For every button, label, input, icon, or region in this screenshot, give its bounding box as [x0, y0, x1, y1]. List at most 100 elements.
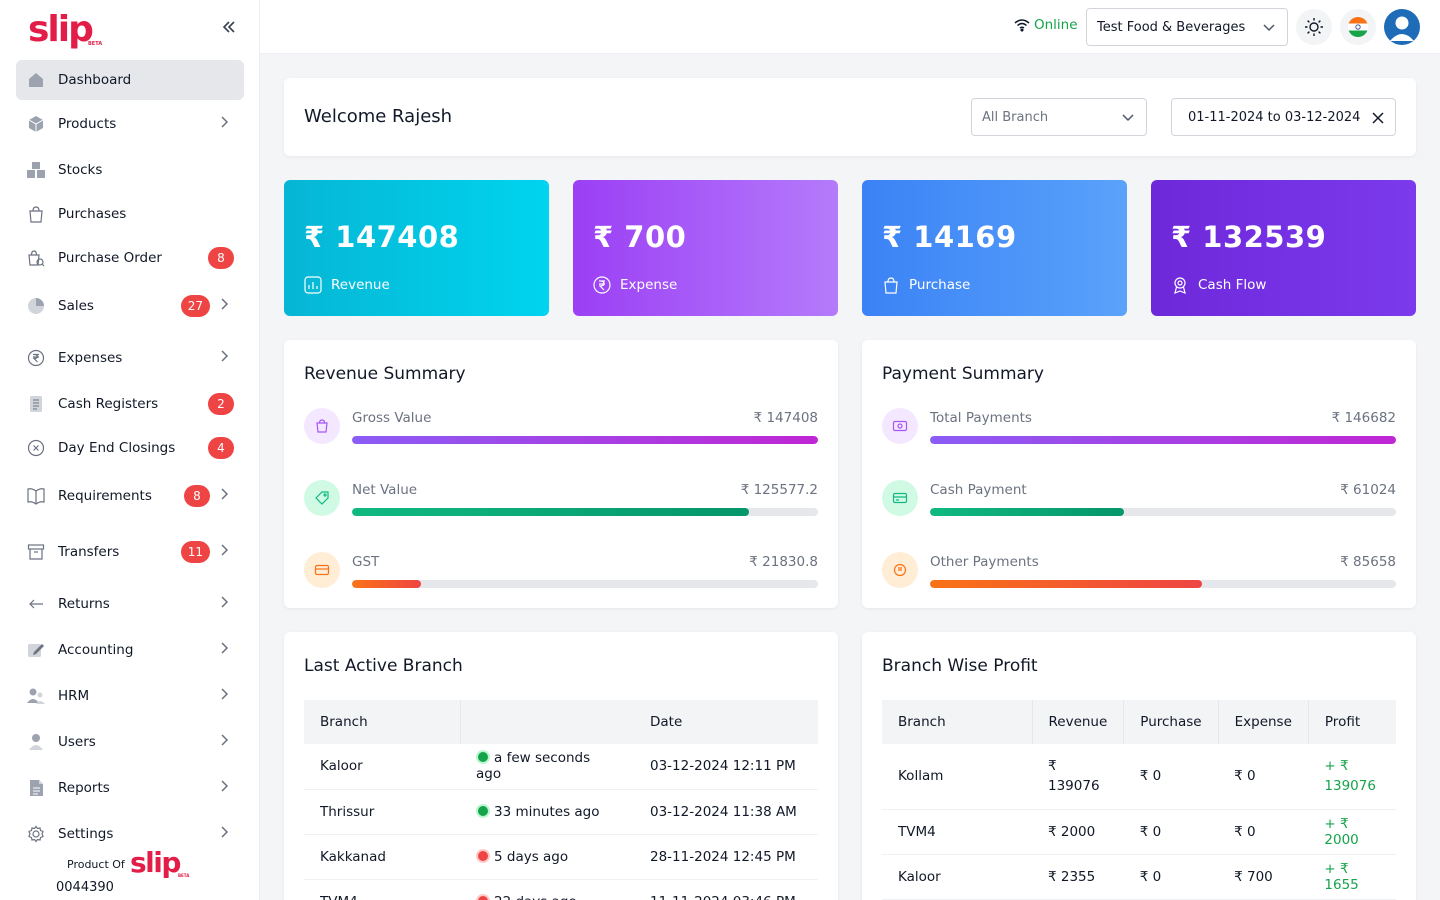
close-icon[interactable]: [1371, 110, 1385, 129]
stat-card-expense: ₹ 700 Expense: [573, 180, 838, 316]
metric-label: GST: [352, 554, 380, 570]
column-header[interactable]: Profit: [1308, 700, 1396, 744]
wifi-icon: [1014, 19, 1030, 32]
sidebar-item-label: Cash Registers: [58, 396, 159, 412]
column-header[interactable]: Date: [634, 700, 818, 744]
progress-bar: [930, 580, 1396, 588]
table-row[interactable]: Kakkanad 5 days ago 28-11-2024 12:45 PM: [304, 834, 818, 880]
status-dot-icon: [476, 893, 490, 900]
stat-value: ₹ 147408: [304, 220, 460, 254]
chevron-right-icon: [218, 349, 230, 367]
chevron-right-icon: [218, 297, 230, 315]
sidebar-item-products[interactable]: Products: [16, 104, 244, 144]
bag-icon: [884, 277, 898, 294]
branch-cell: Kaloor: [304, 744, 460, 790]
profit-cell: + ₹ 2000: [1308, 809, 1396, 855]
sidebar-item-stocks[interactable]: Stocks: [16, 150, 244, 190]
progress-bar: [930, 508, 1396, 516]
branch-select[interactable]: All Branch: [971, 98, 1147, 136]
connection-status: Online: [1014, 17, 1078, 33]
metric-value: ₹ 146682: [1331, 410, 1396, 426]
time-ago: 22 days ago: [494, 894, 577, 900]
sidebar-item-returns[interactable]: Returns: [16, 584, 244, 624]
footer-logo: slip: [130, 846, 181, 879]
date-range-picker[interactable]: 01-11-2024 to 03-12-2024: [1171, 98, 1396, 136]
collapse-sidebar-icon[interactable]: [218, 18, 240, 40]
return-arrow-icon: [26, 594, 46, 614]
date-cell: 11-11-2024 03:46 PM: [634, 879, 818, 900]
progress-bar: [352, 508, 818, 516]
sidebar-item-hrm[interactable]: HRM: [16, 676, 244, 716]
table-row[interactable]: TVM4 22 days ago 11-11-2024 03:46 PM: [304, 879, 818, 900]
progress-fill: [352, 436, 818, 444]
theme-toggle-button[interactable]: [1296, 9, 1332, 45]
chevron-right-icon: [218, 687, 230, 705]
language-button[interactable]: [1340, 9, 1376, 45]
user-avatar[interactable]: [1384, 9, 1420, 45]
sidebar-item-requirements[interactable]: Requirements 8: [16, 476, 244, 516]
stat-label: Expense: [620, 277, 678, 293]
logo-text: slip: [28, 9, 94, 50]
column-header[interactable]: Purchase: [1123, 700, 1219, 744]
status-dot-icon: [476, 848, 490, 863]
section-title: Branch Wise Profit: [882, 656, 1038, 676]
sidebar-item-expenses[interactable]: Expenses: [16, 338, 244, 378]
sidebar-item-users[interactable]: Users: [16, 722, 244, 762]
sidebar-item-purchases[interactable]: Purchases: [16, 194, 244, 234]
sidebar-item-sales[interactable]: Sales 27: [16, 286, 244, 326]
time-ago: a few seconds ago: [476, 750, 591, 783]
metric-row-gst: GST ₹ 21830.8: [304, 552, 818, 612]
sidebar-item-transfers[interactable]: Transfers 11: [16, 532, 244, 572]
metric-row-cash-payment: Cash Payment ₹ 61024: [882, 480, 1396, 540]
user-avatar-icon: [1390, 16, 1414, 41]
purchase-cell: ₹ 0: [1123, 809, 1219, 855]
company-select[interactable]: Test Food & Beverages: [1086, 8, 1288, 46]
table-row[interactable]: Kaloor a few seconds ago 03-12-2024 12:11 …: [304, 744, 818, 790]
column-header: [460, 700, 634, 744]
status-dot-icon: [476, 803, 490, 818]
progress-bar: [930, 436, 1396, 444]
slip-logo[interactable]: slip BETA: [28, 9, 102, 50]
topbar: Online Test Food & Beverages: [260, 0, 1440, 54]
table-row[interactable]: Kollam ₹ 139076 ₹ 0 ₹ 0 + ₹ 139076: [882, 744, 1396, 810]
footer-logo-beta: BETA: [178, 873, 190, 878]
archive-icon: [26, 542, 46, 562]
table-row[interactable]: Thrissur 33 minutes ago 03-12-2024 11:38 A…: [304, 789, 818, 835]
column-header[interactable]: Revenue: [1032, 700, 1125, 744]
purchase-cell: ₹ 0: [1123, 744, 1219, 810]
sidebar-item-reports[interactable]: Reports: [16, 768, 244, 808]
sidebar-item-accounting[interactable]: Accounting: [16, 630, 244, 670]
sidebar-item-settings[interactable]: Settings: [16, 814, 244, 854]
sidebar-item-label: Purchase Order: [58, 250, 162, 266]
sidebar-item-dashboard[interactable]: Dashboard: [16, 60, 244, 100]
progress-fill: [352, 508, 750, 516]
column-header[interactable]: Expense: [1218, 700, 1309, 744]
progress-bar: [352, 580, 818, 588]
count-badge: 4: [208, 437, 234, 459]
stat-value: ₹ 132539: [1171, 220, 1327, 254]
award-icon: [1174, 277, 1186, 294]
sidebar-item-label: Expenses: [58, 350, 123, 366]
column-header[interactable]: Branch: [882, 700, 1033, 744]
chevron-down-icon: [1122, 114, 1134, 122]
sidebar-item-label: Settings: [58, 826, 114, 842]
stat-label-row: Expense: [593, 276, 677, 294]
logo-beta: BETA: [88, 41, 103, 47]
table-row[interactable]: TVM4 ₹ 2000 ₹ 0 ₹ 0 + ₹ 2000: [882, 809, 1396, 855]
sidebar-item-day-end-closings[interactable]: Day End Closings 4: [16, 428, 244, 468]
progress-bar: [352, 436, 818, 444]
sidebar-item-label: Users: [58, 734, 96, 750]
chevron-right-icon: [218, 595, 230, 613]
count-badge: 27: [180, 295, 210, 317]
edit-icon: [26, 640, 46, 660]
sidebar-item-label: Returns: [58, 596, 110, 612]
boxes-icon: [26, 160, 46, 180]
product-of-label: Product Of: [67, 858, 125, 871]
sidebar-item-cash-registers[interactable]: Cash Registers 2: [16, 384, 244, 424]
expense-cell: ₹ 0: [1218, 744, 1309, 810]
time-ago: 5 days ago: [494, 848, 569, 865]
table-row[interactable]: Kaloor ₹ 2355 ₹ 0 ₹ 700 + ₹ 1655: [882, 854, 1396, 900]
column-header[interactable]: Branch: [304, 700, 461, 744]
progress-fill: [352, 580, 421, 588]
sidebar-item-purchase-order[interactable]: Purchase Order 8: [16, 238, 244, 278]
